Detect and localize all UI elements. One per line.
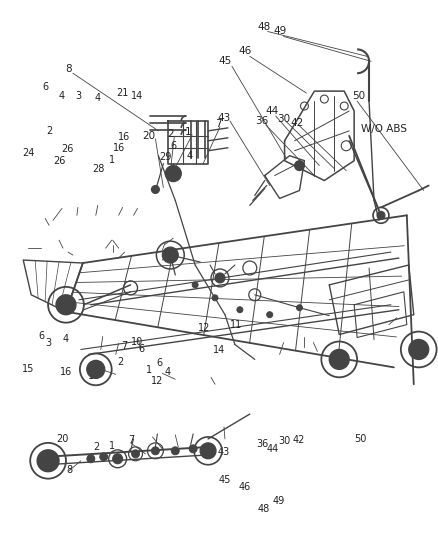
Circle shape (99, 453, 107, 461)
Circle shape (376, 212, 384, 219)
Text: 2: 2 (117, 357, 124, 367)
Text: 12: 12 (198, 324, 210, 334)
Circle shape (165, 166, 181, 182)
Circle shape (169, 169, 177, 177)
Text: 8: 8 (66, 64, 72, 74)
Text: 50: 50 (352, 91, 365, 101)
Text: 16: 16 (118, 132, 130, 142)
Text: 4: 4 (58, 91, 64, 101)
Circle shape (237, 307, 242, 313)
Text: 1: 1 (145, 365, 152, 375)
Text: 20: 20 (56, 434, 68, 444)
Text: 4: 4 (165, 367, 171, 377)
Text: 11: 11 (230, 320, 242, 330)
Text: 48: 48 (257, 504, 269, 513)
Text: 36: 36 (254, 116, 268, 126)
Text: 8: 8 (66, 465, 72, 475)
Text: 1: 1 (109, 440, 115, 450)
Text: 49: 49 (272, 27, 286, 36)
Text: 44: 44 (265, 106, 278, 116)
Circle shape (113, 454, 122, 464)
Circle shape (61, 300, 71, 310)
Text: 7: 7 (128, 435, 134, 445)
Text: W/O ABS: W/O ABS (360, 124, 406, 134)
Circle shape (131, 450, 139, 458)
Circle shape (200, 443, 215, 459)
Circle shape (266, 312, 272, 318)
Text: 21: 21 (116, 88, 128, 98)
Text: 6: 6 (138, 344, 144, 354)
Text: 50: 50 (353, 434, 365, 444)
Text: 30: 30 (278, 437, 290, 446)
Text: 1: 1 (184, 127, 191, 137)
Text: 4: 4 (94, 93, 100, 103)
Circle shape (43, 456, 53, 466)
Text: 45: 45 (218, 56, 231, 66)
Circle shape (192, 282, 198, 288)
Circle shape (408, 340, 427, 359)
Text: 36: 36 (255, 439, 268, 449)
Text: 49: 49 (272, 496, 284, 506)
Text: 26: 26 (53, 156, 65, 166)
Circle shape (328, 350, 348, 369)
Text: 46: 46 (238, 482, 251, 492)
Circle shape (212, 295, 218, 301)
Text: 43: 43 (217, 113, 230, 123)
Circle shape (87, 455, 95, 463)
Text: 2: 2 (166, 129, 173, 139)
Text: 45: 45 (218, 475, 230, 486)
Circle shape (205, 448, 211, 454)
Circle shape (294, 160, 304, 171)
Text: 28: 28 (92, 164, 104, 174)
Text: 1: 1 (109, 155, 115, 165)
Text: 16: 16 (113, 143, 125, 153)
Text: 6: 6 (156, 358, 162, 368)
Text: 42: 42 (290, 118, 304, 128)
Text: 7: 7 (214, 119, 221, 129)
Text: 15: 15 (22, 364, 35, 374)
Text: 6: 6 (39, 332, 45, 342)
Text: 43: 43 (217, 447, 230, 457)
Text: 42: 42 (292, 435, 304, 445)
Circle shape (171, 447, 179, 455)
Circle shape (333, 354, 343, 365)
Circle shape (37, 450, 59, 472)
Text: 3: 3 (75, 91, 81, 101)
Text: 29: 29 (159, 152, 171, 163)
Circle shape (189, 445, 197, 453)
Text: 6: 6 (170, 141, 176, 151)
Text: 44: 44 (266, 443, 278, 454)
Circle shape (87, 360, 105, 378)
Text: 48: 48 (257, 21, 270, 31)
Circle shape (151, 185, 159, 193)
Text: 6: 6 (42, 83, 48, 93)
Text: 18: 18 (88, 370, 100, 381)
Text: 10: 10 (130, 337, 142, 346)
Circle shape (215, 273, 224, 283)
Circle shape (297, 164, 301, 168)
Circle shape (296, 305, 302, 311)
Text: 20: 20 (141, 131, 155, 141)
Text: 7: 7 (121, 341, 127, 351)
Text: 46: 46 (238, 46, 251, 56)
Text: 4: 4 (63, 334, 69, 344)
Text: 2: 2 (93, 441, 99, 451)
Text: 2: 2 (46, 126, 53, 136)
Text: 14: 14 (131, 91, 143, 101)
Text: 16: 16 (60, 367, 72, 377)
Text: 14: 14 (213, 345, 225, 355)
Text: 24: 24 (22, 148, 35, 158)
Text: 12: 12 (151, 376, 163, 386)
Text: 3: 3 (46, 338, 51, 348)
Text: 4: 4 (186, 151, 192, 161)
Circle shape (56, 295, 76, 314)
Circle shape (151, 447, 159, 455)
Text: 26: 26 (61, 144, 74, 154)
Text: 30: 30 (276, 114, 290, 124)
Circle shape (162, 247, 178, 263)
